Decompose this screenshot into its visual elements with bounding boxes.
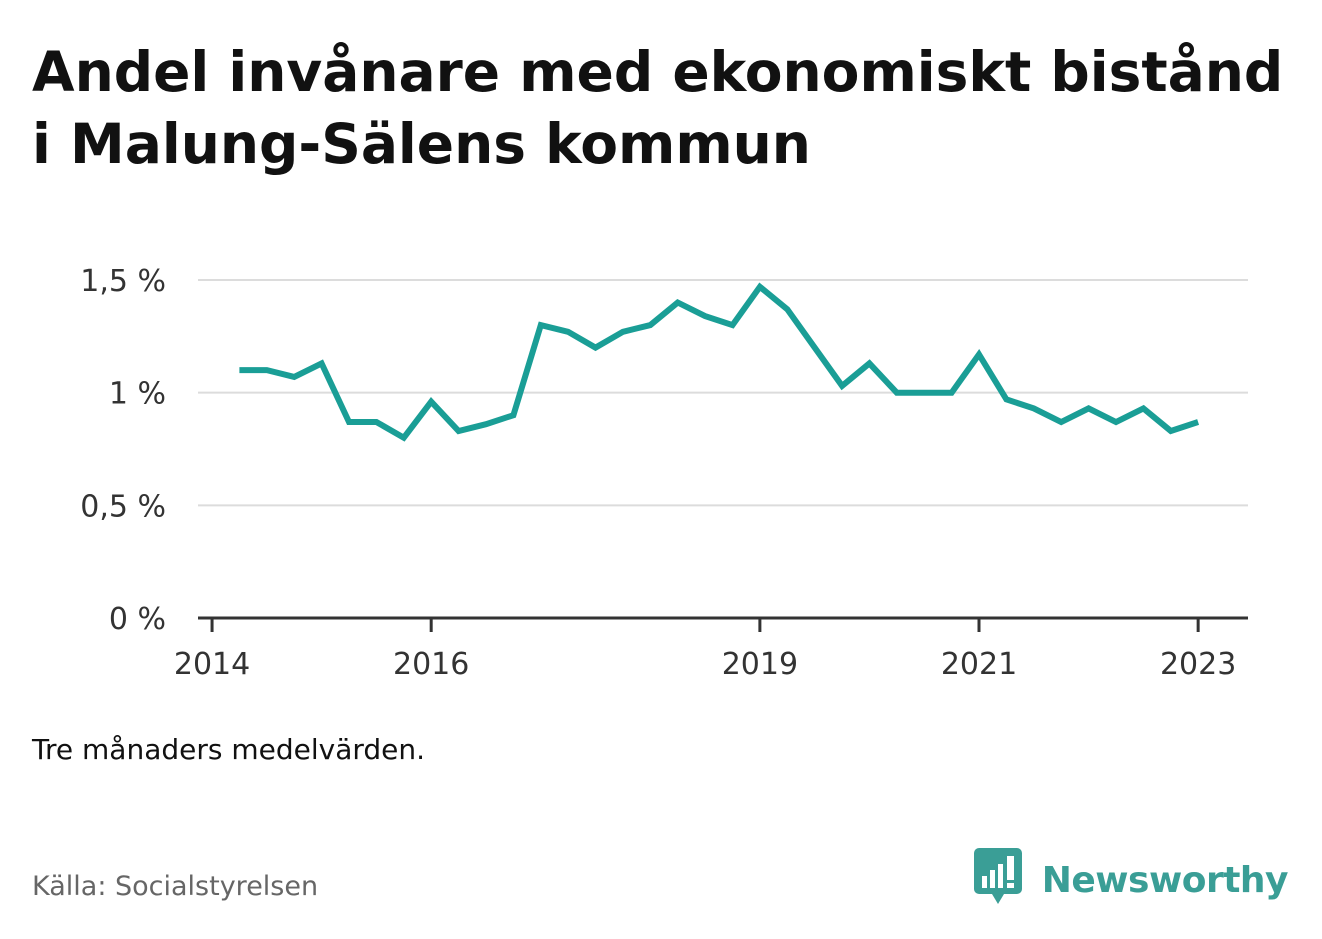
- data-point: [1195, 419, 1201, 425]
- data-point: [264, 367, 270, 373]
- data-point: [236, 367, 242, 373]
- x-tick-label: 2016: [393, 647, 469, 682]
- data-point: [839, 383, 845, 389]
- x-axis-labels: 2014 2016 2019 2021 2023: [174, 647, 1236, 682]
- data-point: [1113, 419, 1119, 425]
- y-axis-labels: 0 % 0,5 % 1 % 1,5 %: [80, 264, 166, 637]
- data-point: [1168, 428, 1174, 434]
- data-point: [702, 313, 708, 319]
- data-point: [620, 329, 626, 335]
- data-point: [1058, 419, 1064, 425]
- data-point: [1140, 405, 1146, 411]
- chart-title: Andel invånare med ekonomiskt bistånd i …: [32, 40, 1284, 176]
- data-point: [565, 329, 571, 335]
- data-point: [647, 322, 653, 328]
- source-text: Källa: Socialstyrelsen: [32, 871, 319, 902]
- data-point: [675, 300, 681, 306]
- x-tick-label: 2019: [722, 647, 798, 682]
- data-point: [784, 306, 790, 312]
- chart-note: Tre månaders medelvärden.: [32, 733, 426, 766]
- data-point: [510, 412, 516, 418]
- data-point: [1003, 396, 1009, 402]
- data-point: [949, 390, 955, 396]
- newsworthy-logo-icon: [973, 848, 1032, 912]
- data-point: [373, 419, 379, 425]
- data-point: [866, 360, 872, 366]
- data-point: [291, 374, 297, 380]
- data-point: [976, 351, 982, 357]
- data-point: [1086, 405, 1092, 411]
- data-point: [729, 322, 735, 328]
- data-point: [1031, 405, 1037, 411]
- data-point: [346, 419, 352, 425]
- y-tick-label: 1,5 %: [80, 264, 166, 299]
- y-tick-label: 0,5 %: [80, 489, 166, 524]
- data-point: [319, 360, 325, 366]
- x-tick-label: 2014: [174, 647, 250, 682]
- data-point: [921, 390, 927, 396]
- data-point: [428, 399, 434, 405]
- data-point: [401, 435, 407, 441]
- y-tick-label: 0 %: [109, 602, 166, 637]
- data-point: [456, 428, 462, 434]
- data-point: [483, 421, 489, 427]
- data-point: [894, 390, 900, 396]
- y-tick-label: 1 %: [109, 377, 166, 412]
- data-point: [593, 345, 599, 351]
- data-point: [812, 345, 818, 351]
- data-point: [538, 322, 544, 328]
- brand-logo: Newsworthy: [973, 848, 1289, 912]
- data-point: [757, 284, 763, 290]
- brand-name: Newsworthy: [1041, 859, 1289, 901]
- series-layer: [236, 282, 1201, 442]
- grid-lines: [198, 279, 1248, 507]
- series-line: [239, 282, 1200, 442]
- x-tick-label: 2021: [941, 647, 1017, 682]
- x-axis: [198, 616, 1248, 632]
- x-tick-label: 2023: [1160, 647, 1236, 682]
